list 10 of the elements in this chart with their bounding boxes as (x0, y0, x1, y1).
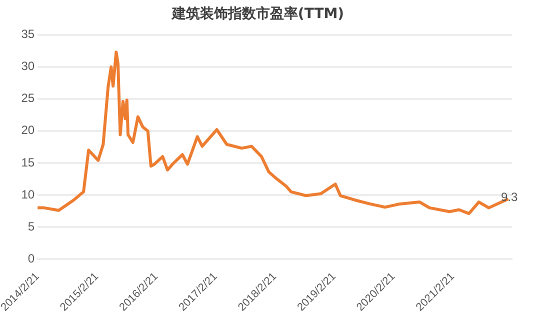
y-tick-label: 10 (21, 187, 35, 202)
y-tick-label: 20 (21, 123, 35, 138)
y-tick-label: 5 (28, 219, 35, 234)
y-tick-label: 0 (28, 251, 35, 266)
y-tick-label: 15 (21, 155, 35, 170)
y-tick-label: 30 (21, 59, 35, 74)
y-tick-label: 25 (21, 91, 35, 106)
chart-title: 建筑装饰指数市盈率(TTM) (170, 5, 344, 22)
annotation: 9.3 (500, 190, 518, 204)
y-tick-label: 35 (21, 27, 35, 42)
